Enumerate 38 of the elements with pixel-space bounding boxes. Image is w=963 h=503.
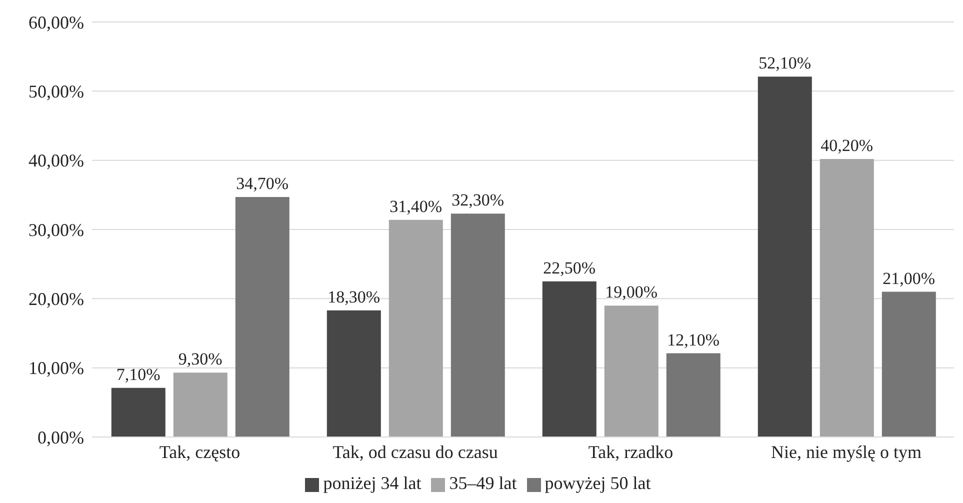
x-tick-label: Tak, od czasu do czasu (332, 442, 498, 462)
legend-label: powyżej 50 lat (544, 473, 651, 493)
bar (388, 220, 443, 437)
y-tick-label: 0,00% (38, 427, 84, 448)
data-label: 19,00% (605, 282, 658, 302)
data-label: 7,10% (116, 364, 160, 384)
y-tick-label: 50,00% (28, 82, 84, 102)
bar (235, 196, 290, 437)
bar (173, 372, 228, 437)
y-tick-label: 60,00% (28, 12, 84, 32)
x-tick-label: Tak, często (159, 442, 240, 462)
bar (820, 158, 874, 437)
x-tick-label: Tak, rzadko (588, 442, 674, 462)
bar (882, 292, 936, 437)
bar (326, 310, 381, 437)
data-label: 31,40% (390, 196, 442, 216)
x-tick-label: Nie, nie myślę o tym (771, 442, 922, 462)
data-label: 52,10% (758, 54, 812, 73)
data-label: 12,10% (667, 330, 720, 350)
data-label: 21,00% (882, 268, 936, 288)
bar (666, 353, 720, 437)
data-label: 40,20% (820, 136, 874, 155)
bar (758, 76, 812, 437)
data-label: 34,70% (236, 174, 289, 193)
bar (450, 214, 505, 437)
legend-label: 35–49 lat (449, 473, 517, 493)
data-label: 18,30% (328, 287, 380, 306)
y-tick-label: 30,00% (28, 220, 84, 240)
data-label: 32,30% (452, 190, 504, 210)
data-label: 9,30% (178, 350, 222, 369)
y-tick-label: 40,00% (28, 150, 84, 171)
bar (542, 281, 596, 437)
legend-label: poniżej 34 lat (323, 473, 422, 493)
data-label: 22,50% (543, 258, 596, 278)
bar (111, 388, 166, 437)
y-tick-label: 20,00% (28, 289, 84, 310)
bar (604, 306, 658, 437)
y-tick-label: 10,00% (28, 358, 84, 378)
